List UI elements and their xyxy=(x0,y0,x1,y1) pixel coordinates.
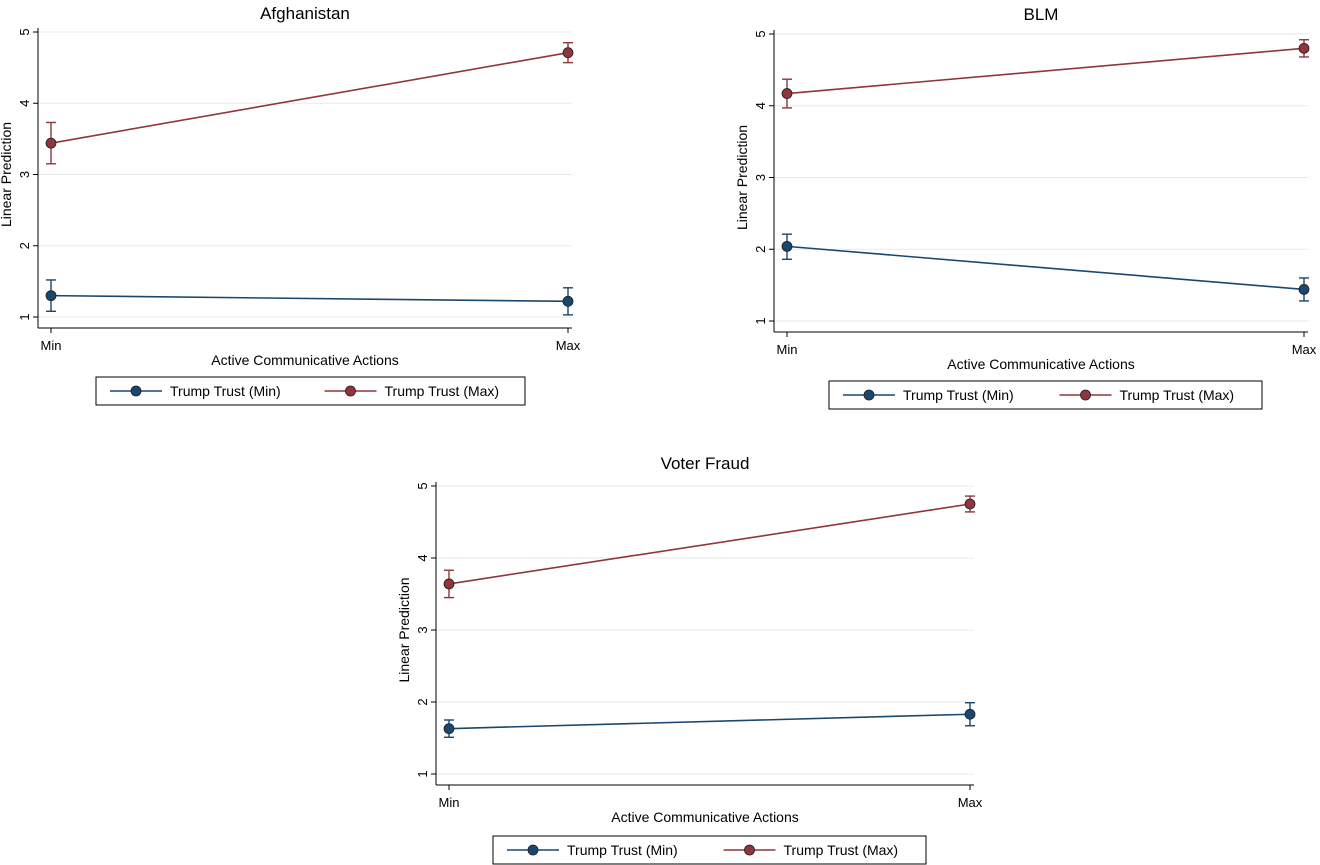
series-line xyxy=(786,245,1305,291)
data-point xyxy=(781,88,793,99)
data-point xyxy=(781,240,793,252)
series-line xyxy=(448,503,971,585)
chart-title: Voter Fraud xyxy=(661,454,750,473)
y-tick-label: 3 xyxy=(17,171,32,178)
data-point xyxy=(1298,284,1310,295)
chart-title: Afghanistan xyxy=(260,4,350,23)
legend-label: Trump Trust (Min) xyxy=(567,842,678,858)
y-tick-label: 4 xyxy=(17,100,32,107)
y-tick-label: 5 xyxy=(753,30,768,37)
legend-label: Trump Trust (Max) xyxy=(385,383,500,399)
chart-1: Afghanistan 1 2 3 4 5 Min Max Linear Prediction A… xyxy=(0,4,581,406)
legend-swatch-marker xyxy=(863,389,875,401)
y-tick-label: 4 xyxy=(753,102,768,109)
y-tick-label: 1 xyxy=(753,317,768,324)
chart-3: Voter Fraud 1 2 3 4 5 Min Max Linear Prediction A… xyxy=(396,454,983,865)
data-point xyxy=(562,47,574,59)
data-point xyxy=(443,723,455,735)
data-point xyxy=(45,290,57,302)
data-point xyxy=(443,578,455,590)
y-axis-label: Linear Prediction xyxy=(396,577,412,682)
y-tick-label: 2 xyxy=(415,698,430,705)
x-tick-label: Min xyxy=(777,342,798,357)
data-point xyxy=(964,708,976,720)
legend-box xyxy=(492,835,927,865)
legend-label: Trump Trust (Min) xyxy=(903,387,1014,403)
y-tick-label: 1 xyxy=(415,770,430,777)
legend-swatch-marker xyxy=(1080,389,1091,401)
y-tick-label: 5 xyxy=(415,482,430,489)
data-point xyxy=(562,295,574,307)
y-tick-label: 3 xyxy=(753,174,768,181)
y-tick-label: 4 xyxy=(415,554,430,561)
x-tick-label: Max xyxy=(556,338,581,353)
y-tick-label: 5 xyxy=(17,28,32,35)
series-line xyxy=(50,51,569,144)
y-axis-label: Linear Prediction xyxy=(734,125,750,230)
x-axis-label: Active Communicative Actions xyxy=(211,352,399,368)
y-axis-label: Linear Prediction xyxy=(0,122,14,227)
data-point xyxy=(45,137,57,149)
x-axis-label: Active Communicative Actions xyxy=(611,809,799,825)
series-line xyxy=(786,47,1305,95)
legend-box xyxy=(95,376,526,406)
data-point xyxy=(964,498,976,510)
legend-swatch-marker xyxy=(527,844,539,856)
x-axis-label: Active Communicative Actions xyxy=(947,356,1135,372)
x-tick-label: Max xyxy=(958,795,983,810)
legend-swatch-marker xyxy=(130,385,142,397)
x-tick-label: Min xyxy=(41,338,62,353)
chart-2: BLM 1 2 3 4 5 Min Max Linear Prediction Active Co… xyxy=(734,5,1317,410)
legend-label: Trump Trust (Min) xyxy=(170,383,281,399)
legend-swatch-marker xyxy=(345,385,356,397)
legend-label: Trump Trust (Max) xyxy=(1120,387,1235,403)
y-tick-label: 2 xyxy=(17,242,32,249)
series-line xyxy=(448,713,971,730)
series-line xyxy=(50,294,569,303)
legend-box xyxy=(828,380,1263,410)
y-tick-label: 3 xyxy=(415,626,430,633)
y-tick-label: 1 xyxy=(17,313,32,320)
x-tick-label: Max xyxy=(1292,342,1317,357)
x-tick-label: Min xyxy=(439,795,460,810)
legend-label: Trump Trust (Max) xyxy=(784,842,899,858)
legend-swatch-marker xyxy=(744,844,755,856)
chart-title: BLM xyxy=(1024,5,1059,24)
data-point xyxy=(1298,42,1310,54)
y-tick-label: 2 xyxy=(753,246,768,253)
